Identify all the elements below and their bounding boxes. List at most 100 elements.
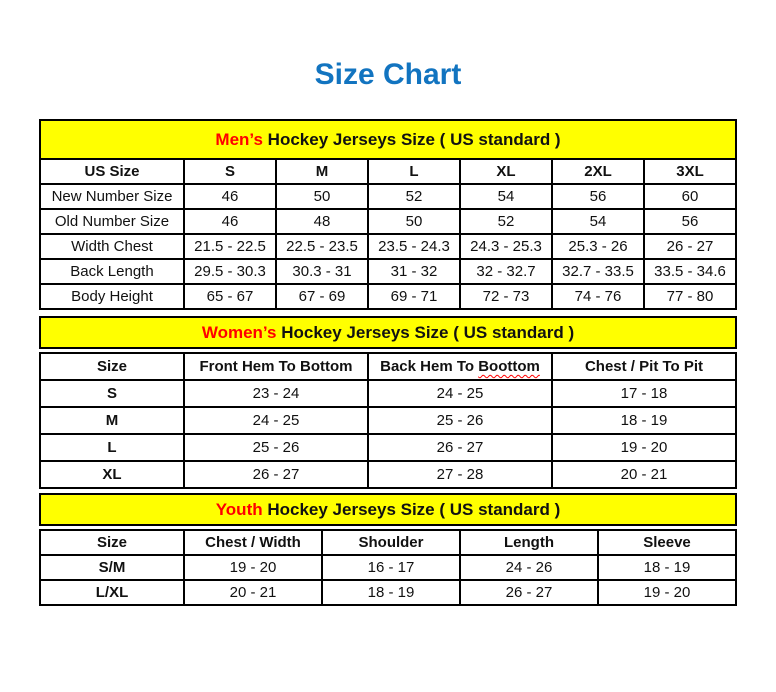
mens-banner-text: Hockey Jerseys Size ( US standard ) xyxy=(262,130,561,149)
column-header: 2XL xyxy=(551,158,645,185)
youth-banner: Youth Hockey Jerseys Size ( US standard … xyxy=(39,493,737,526)
row-label: L/XL xyxy=(39,579,185,606)
size-value: 50 xyxy=(367,208,461,235)
row-label: L xyxy=(39,433,185,462)
table-row: L 25 - 26 26 - 27 19 - 20 xyxy=(39,433,737,462)
table-row: Width Chest 21.5 - 22.5 22.5 - 23.5 23.5… xyxy=(39,233,737,260)
column-header: 3XL xyxy=(643,158,737,185)
row-label: S xyxy=(39,379,185,408)
size-value: 56 xyxy=(551,183,645,210)
size-value: 20 - 21 xyxy=(183,579,323,606)
size-value: 27 - 28 xyxy=(367,460,553,489)
row-label: Old Number Size xyxy=(39,208,185,235)
column-header-misspelled: Back Hem To Boottom xyxy=(367,352,553,381)
size-value: 32.7 - 33.5 xyxy=(551,258,645,285)
size-value: 54 xyxy=(551,208,645,235)
row-label: Width Chest xyxy=(39,233,185,260)
size-value: 25 - 26 xyxy=(367,406,553,435)
size-value: 19 - 20 xyxy=(183,554,323,581)
column-header: M xyxy=(275,158,369,185)
size-chart-page: Size Chart Men’s Hockey Jerseys Size ( U… xyxy=(39,0,737,606)
size-value: 26 - 27 xyxy=(459,579,599,606)
size-value: 32 - 32.7 xyxy=(459,258,553,285)
size-value: 65 - 67 xyxy=(183,283,277,310)
column-header: Chest / Width xyxy=(183,529,323,556)
womens-header-row: Size Front Hem To Bottom Back Hem To Boo… xyxy=(39,352,737,381)
size-value: 60 xyxy=(643,183,737,210)
misspelled-word: Boottom xyxy=(478,358,540,375)
row-label: New Number Size xyxy=(39,183,185,210)
size-value: 46 xyxy=(183,183,277,210)
row-label: Back Length xyxy=(39,258,185,285)
size-value: 31 - 32 xyxy=(367,258,461,285)
column-header: Sleeve xyxy=(597,529,737,556)
table-row: M 24 - 25 25 - 26 18 - 19 xyxy=(39,406,737,435)
table-row: Old Number Size 46 48 50 52 54 56 xyxy=(39,208,737,235)
size-value: 17 - 18 xyxy=(551,379,737,408)
womens-banner-text: Hockey Jerseys Size ( US standard ) xyxy=(276,323,575,342)
row-label: Body Height xyxy=(39,283,185,310)
size-value: 18 - 19 xyxy=(321,579,461,606)
size-value: 23 - 24 xyxy=(183,379,369,408)
column-header: Chest / Pit To Pit xyxy=(551,352,737,381)
column-header: Front Hem To Bottom xyxy=(183,352,369,381)
table-row: L/XL 20 - 21 18 - 19 26 - 27 19 - 20 xyxy=(39,579,737,606)
size-value: 30.3 - 31 xyxy=(275,258,369,285)
row-label: S/M xyxy=(39,554,185,581)
womens-size-table: Size Front Hem To Bottom Back Hem To Boo… xyxy=(39,352,737,489)
size-value: 74 - 76 xyxy=(551,283,645,310)
youth-size-table: Size Chest / Width Shoulder Length Sleev… xyxy=(39,529,737,606)
row-label: XL xyxy=(39,460,185,489)
column-header: XL xyxy=(459,158,553,185)
size-value: 50 xyxy=(275,183,369,210)
size-value: 25.3 - 26 xyxy=(551,233,645,260)
column-header-text: Back Hem To xyxy=(380,358,479,375)
youth-banner-text: Hockey Jerseys Size ( US standard ) xyxy=(262,500,561,519)
size-value: 67 - 69 xyxy=(275,283,369,310)
size-value: 23.5 - 24.3 xyxy=(367,233,461,260)
size-value: 19 - 20 xyxy=(597,579,737,606)
table-row: S 23 - 24 24 - 25 17 - 18 xyxy=(39,379,737,408)
youth-banner-highlight: Youth xyxy=(215,500,263,519)
size-value: 52 xyxy=(367,183,461,210)
size-value: 16 - 17 xyxy=(321,554,461,581)
column-header: Size xyxy=(39,529,185,556)
size-value: 19 - 20 xyxy=(551,433,737,462)
column-header: US Size xyxy=(39,158,185,185)
column-header: Shoulder xyxy=(321,529,461,556)
size-value: 69 - 71 xyxy=(367,283,461,310)
size-value: 54 xyxy=(459,183,553,210)
table-row: New Number Size 46 50 52 54 56 60 xyxy=(39,183,737,210)
size-value: 72 - 73 xyxy=(459,283,553,310)
size-value: 24 - 25 xyxy=(367,379,553,408)
size-value: 21.5 - 22.5 xyxy=(183,233,277,260)
mens-banner: Men’s Hockey Jerseys Size ( US standard … xyxy=(39,119,737,158)
size-value: 24 - 25 xyxy=(183,406,369,435)
row-label: M xyxy=(39,406,185,435)
size-value: 18 - 19 xyxy=(551,406,737,435)
mens-banner-highlight: Men’s xyxy=(215,130,263,149)
size-value: 48 xyxy=(275,208,369,235)
column-header: Size xyxy=(39,352,185,381)
column-header: Length xyxy=(459,529,599,556)
size-value: 20 - 21 xyxy=(551,460,737,489)
size-value: 52 xyxy=(459,208,553,235)
column-header: S xyxy=(183,158,277,185)
size-value: 18 - 19 xyxy=(597,554,737,581)
mens-header-row: US Size S M L XL 2XL 3XL xyxy=(39,158,737,185)
size-value: 77 - 80 xyxy=(643,283,737,310)
mens-size-table: US Size S M L XL 2XL 3XL New Number Size… xyxy=(39,158,737,310)
table-row: S/M 19 - 20 16 - 17 24 - 26 18 - 19 xyxy=(39,554,737,581)
page-title: Size Chart xyxy=(314,58,462,91)
size-value: 56 xyxy=(643,208,737,235)
table-row: Body Height 65 - 67 67 - 69 69 - 71 72 -… xyxy=(39,283,737,310)
column-header: L xyxy=(367,158,461,185)
size-value: 29.5 - 30.3 xyxy=(183,258,277,285)
size-value: 33.5 - 34.6 xyxy=(643,258,737,285)
size-value: 24 - 26 xyxy=(459,554,599,581)
size-value: 26 - 27 xyxy=(183,460,369,489)
size-value: 46 xyxy=(183,208,277,235)
youth-header-row: Size Chest / Width Shoulder Length Sleev… xyxy=(39,529,737,556)
table-row: Back Length 29.5 - 30.3 30.3 - 31 31 - 3… xyxy=(39,258,737,285)
size-value: 22.5 - 23.5 xyxy=(275,233,369,260)
